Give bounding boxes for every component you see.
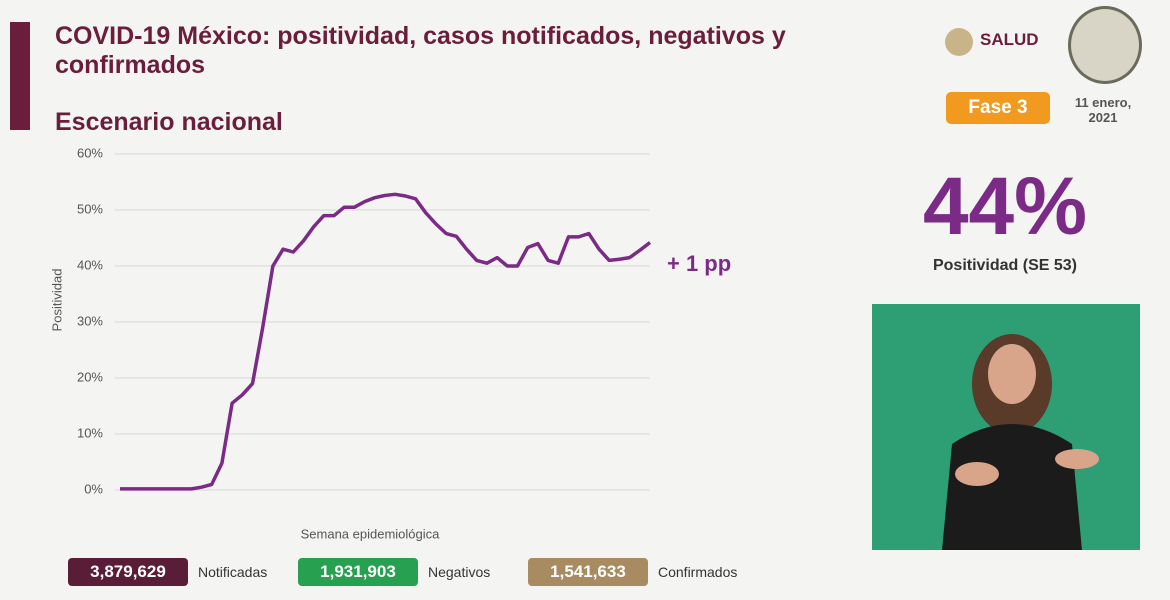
chart: Positividad Semana epidemiológica + 1 pp… — [49, 145, 731, 541]
y-tick-label: 40% — [77, 257, 103, 272]
total-label: Notificadas — [198, 564, 268, 580]
y-tick-label: 60% — [77, 145, 103, 160]
big-label: Positividad (SE 53) — [932, 257, 1078, 274]
x-axis-label: Semana epidemiológica — [301, 526, 441, 541]
total-value: 3,879,629 — [68, 558, 188, 586]
total-value: 1,931,903 — [298, 558, 418, 586]
accent-bar — [10, 22, 30, 130]
date: 11 enero, 2021 — [1074, 95, 1132, 125]
year-logo — [1068, 6, 1142, 84]
total-label: Confirmados — [658, 564, 738, 580]
logo-emblem — [945, 28, 973, 56]
y-tick-label: 30% — [77, 313, 103, 328]
subtitle: Escenario nacional — [55, 108, 283, 136]
interpreter-video — [872, 304, 1140, 550]
phase-badge: Fase 3 — [946, 92, 1050, 124]
y-axis-label: Positividad — [49, 269, 64, 332]
line-series — [120, 192, 652, 491]
y-tick-label: 50% — [77, 201, 103, 216]
annotation: + 1 pp — [667, 251, 731, 276]
big-value: 44% — [922, 161, 1088, 252]
total-label: Negativos — [428, 564, 491, 580]
y-tick-label: 10% — [77, 425, 103, 440]
total-value: 1,541,633 — [528, 558, 648, 586]
y-tick-label: 20% — [77, 369, 103, 384]
logo-text: SALUD — [980, 30, 1039, 49]
title: COVID-19 México: positividad, casos noti… — [55, 22, 786, 79]
y-tick-label: 0% — [84, 481, 103, 496]
